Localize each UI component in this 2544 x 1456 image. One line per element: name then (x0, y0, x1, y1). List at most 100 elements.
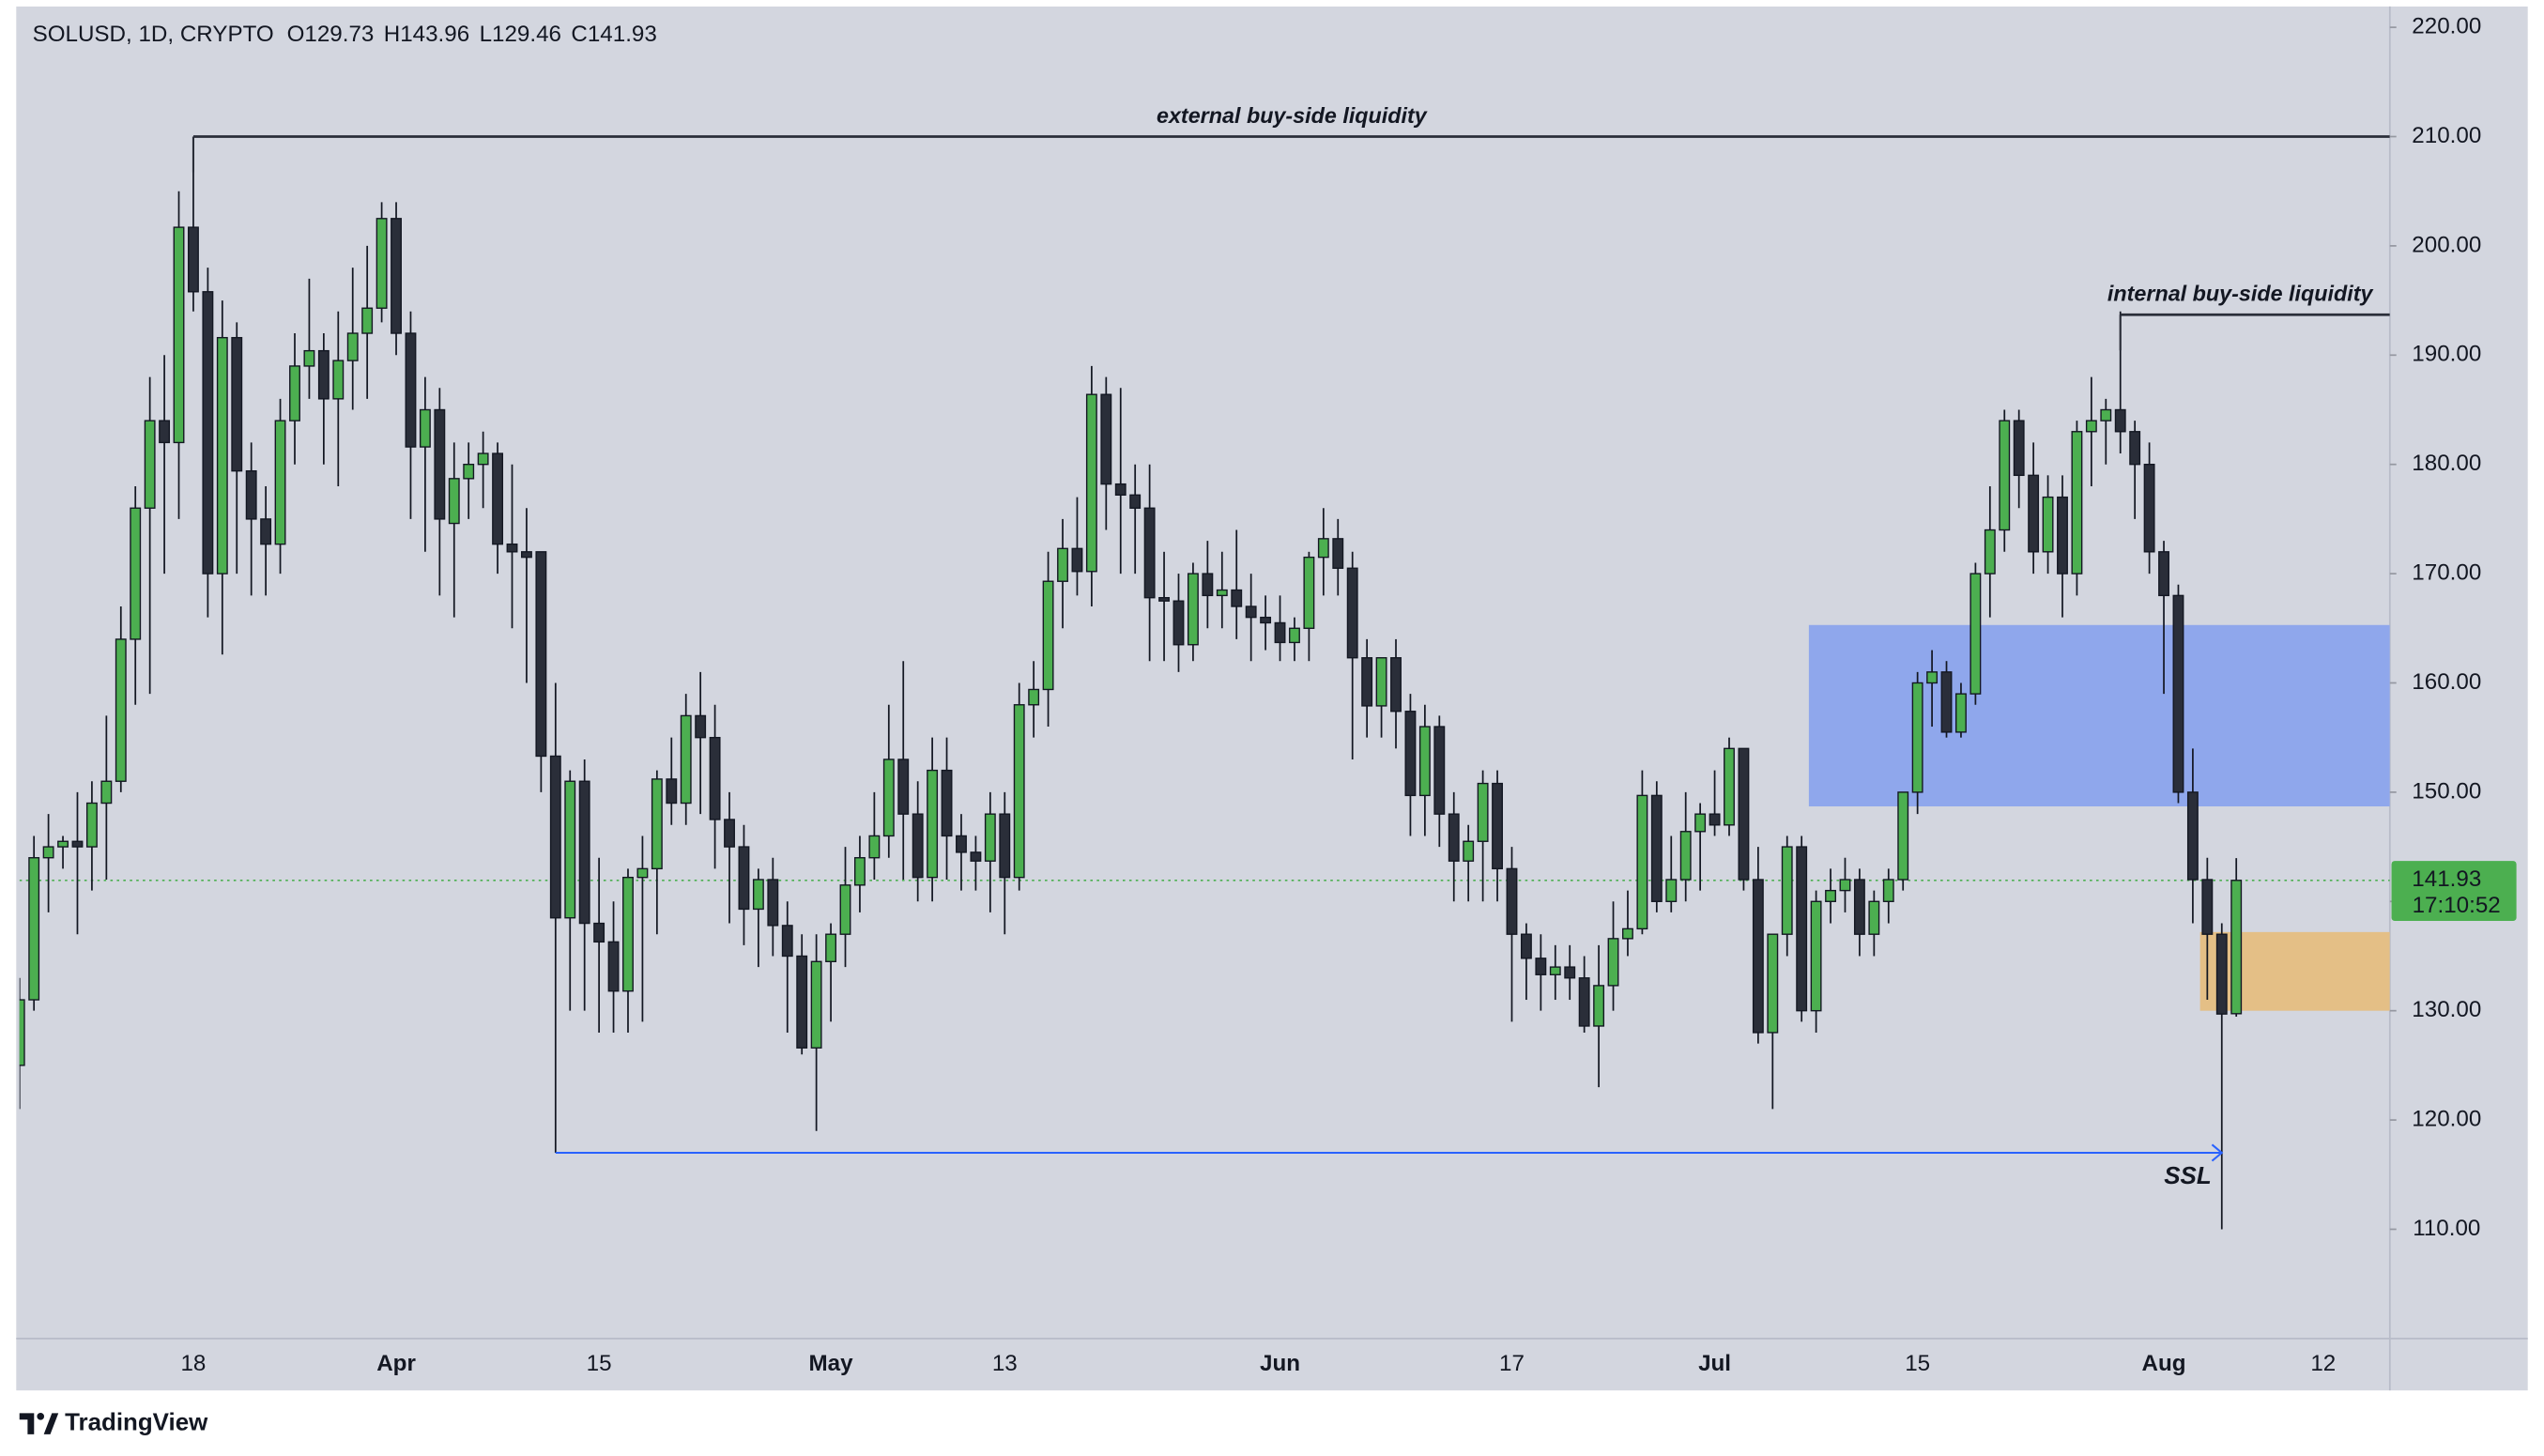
candle-body (1172, 600, 1185, 646)
candle-body (1346, 567, 1358, 659)
candle-body (853, 857, 866, 886)
candle-body (1665, 879, 1678, 902)
candle-body (1245, 605, 1257, 619)
candle-body (159, 420, 171, 444)
ohlc-value: L129.46 (480, 22, 561, 47)
plot-area: external buy-side liquidity internal buy-… (19, 103, 2390, 1230)
y-tick-label: 130.00 (2412, 997, 2481, 1022)
symbol-header: SOLUSD, 1D, CRYPTO O129.73 H143.96 L129.46 C… (33, 22, 657, 47)
candle-body (1013, 704, 1025, 879)
candle-body (2129, 431, 2141, 466)
zone (2199, 931, 2390, 1011)
candle-body (1984, 529, 1996, 575)
candle-body (28, 857, 40, 1001)
x-tick-label: 17 (1499, 1351, 1525, 1376)
candle-body (1492, 782, 1503, 870)
candle-body (882, 759, 895, 837)
candle-body (1506, 867, 1518, 935)
candle-body (1361, 657, 1373, 707)
candle-body (1650, 794, 1663, 902)
candle-body (1463, 840, 1475, 862)
candle-body (767, 879, 779, 927)
candle-body (535, 551, 547, 758)
candle-body (2158, 551, 2169, 597)
candle-body (2013, 420, 2025, 477)
candle-body (956, 835, 967, 853)
y-tick-label: 210.00 (2412, 123, 2481, 148)
candle-body (2057, 496, 2068, 575)
candle-body (492, 452, 504, 545)
last-price-badge (2391, 861, 2517, 922)
y-tick-label: 150.00 (2412, 778, 2481, 804)
candle-body (361, 307, 374, 334)
axes: 110.00120.00130.00140.00150.00160.00170.… (180, 13, 2517, 1376)
candle-body (724, 819, 735, 848)
candle-body (1289, 627, 1300, 644)
candle-body (448, 478, 460, 525)
candle-body (2085, 420, 2097, 433)
y-tick-label: 160.00 (2412, 669, 2481, 695)
candle-body (1752, 879, 1764, 1034)
candle-body (1375, 657, 1387, 707)
candle-body (506, 543, 518, 553)
candle-body (1825, 889, 1836, 902)
candle-body (2100, 408, 2112, 421)
y-tick-label: 190.00 (2412, 342, 2481, 367)
candle-body (810, 960, 822, 1049)
candle-body (1999, 420, 2011, 531)
x-tick-label: 13 (992, 1351, 1018, 1376)
candle-body (1882, 879, 1894, 902)
candle-body (1738, 747, 1750, 881)
candle-body (2215, 933, 2228, 1015)
candle-body (1100, 393, 1112, 485)
candle-body (1158, 597, 1170, 602)
candle-body (738, 846, 750, 911)
candle-body (636, 867, 649, 879)
x-tick-label: 12 (2310, 1351, 2336, 1376)
candle-body (1839, 879, 1851, 892)
brand-logo (19, 1413, 59, 1434)
last-price-label: 141.93 (2412, 866, 2481, 892)
candle-body (1317, 538, 1329, 559)
candle-body (2114, 408, 2126, 433)
candle-body (231, 336, 243, 472)
candle-body (1085, 393, 1097, 573)
y-tick-label: 180.00 (2412, 451, 2481, 476)
candle-body (42, 846, 54, 859)
candle-body (1303, 556, 1315, 629)
candle-body (1724, 747, 1735, 826)
y-tick-label: 120.00 (2412, 1106, 2481, 1131)
candle-body (1477, 782, 1489, 842)
candle-body (1969, 573, 1982, 695)
candle-body (71, 840, 84, 848)
ohlc-value: O129.73 (287, 22, 375, 47)
candle-body (796, 955, 808, 1049)
candle-body (202, 291, 214, 575)
x-tick-label: May (809, 1351, 854, 1376)
x-tick-label: Jun (1260, 1351, 1300, 1376)
candle-body (868, 835, 881, 859)
candle-body (115, 638, 127, 782)
candle-body (1897, 791, 1909, 881)
candle-body (1274, 621, 1286, 644)
candle-body (651, 778, 663, 870)
candle-body (1187, 573, 1199, 646)
candle-body (2172, 594, 2184, 793)
candle-body (1810, 900, 1822, 1012)
candle-body (1926, 671, 1939, 684)
candle-body (1071, 547, 1083, 573)
x-tick-label: 15 (587, 1351, 612, 1376)
candle-body (607, 941, 620, 992)
candle-body (1955, 693, 1967, 733)
candle-body (477, 452, 489, 466)
countdown-label: 17:10:52 (2413, 893, 2501, 918)
liquidity-label: internal buy-side liquidity (2107, 282, 2374, 306)
candle-body (434, 408, 446, 520)
candle-body (405, 332, 417, 448)
candle-body (1709, 813, 1721, 826)
candle-body (419, 408, 431, 448)
candle-body (173, 226, 185, 444)
candle-body (1433, 726, 1446, 815)
candle-body (1042, 580, 1054, 691)
candle-body (1114, 483, 1126, 496)
